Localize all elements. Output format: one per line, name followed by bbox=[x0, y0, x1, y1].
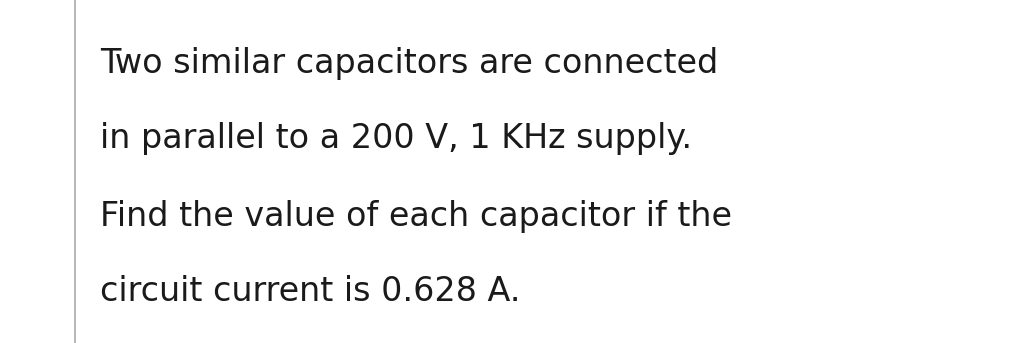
Text: Find the value of each capacitor if the: Find the value of each capacitor if the bbox=[100, 200, 732, 233]
Text: circuit current is 0.628 A.: circuit current is 0.628 A. bbox=[100, 275, 520, 308]
Text: Two similar capacitors are connected: Two similar capacitors are connected bbox=[100, 47, 718, 80]
Text: in parallel to a 200 V, 1 KHz supply.: in parallel to a 200 V, 1 KHz supply. bbox=[100, 122, 692, 155]
